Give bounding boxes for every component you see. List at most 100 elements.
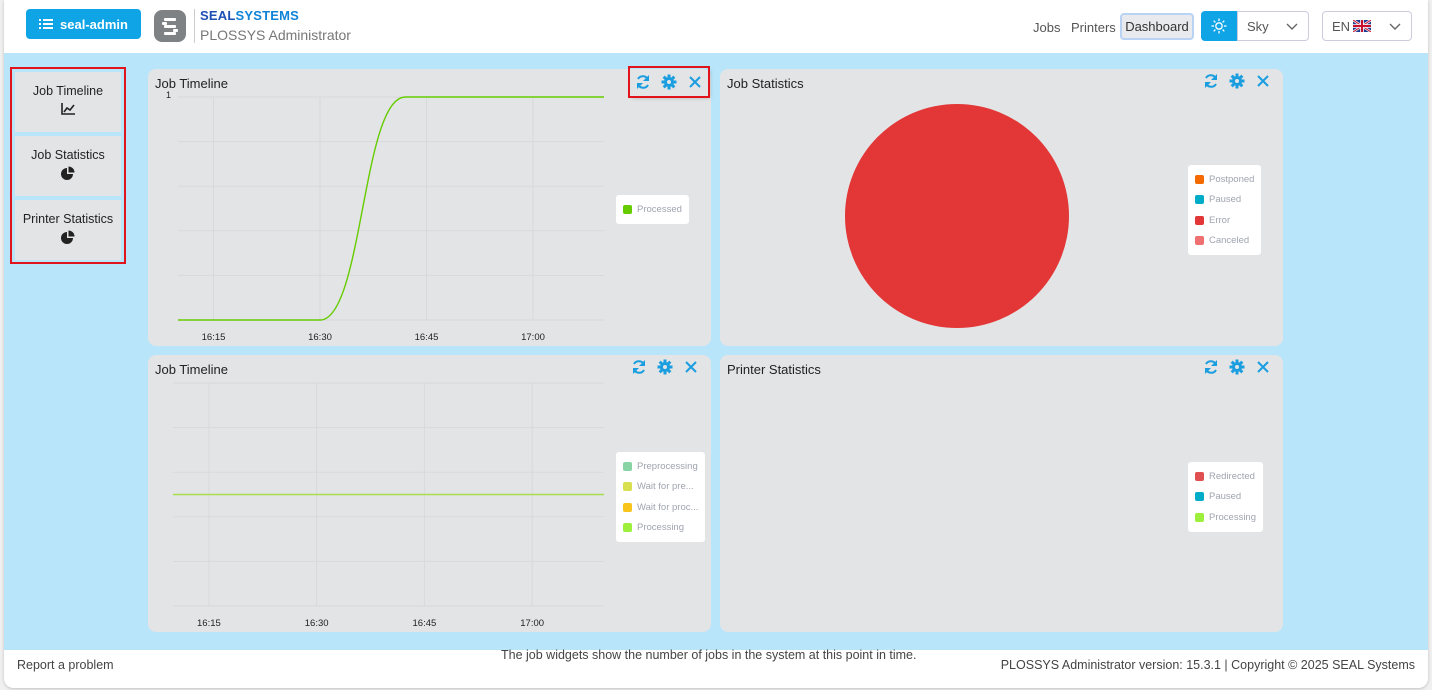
header: seal-admin SEALSYSTEMS PLOSSYS Administr… <box>4 0 1428 53</box>
legend-item[interactable]: Redirected <box>1195 466 1256 487</box>
widget-title: Job Timeline <box>155 76 228 91</box>
sidebar-item-label: Job Statistics <box>31 148 105 162</box>
pie-chart-icon <box>61 230 75 244</box>
legend-swatch <box>1195 492 1204 502</box>
legend-label: Canceled <box>1209 235 1250 247</box>
legend-item[interactable]: Canceled <box>1195 231 1254 252</box>
legend-item[interactable]: Paused <box>1195 487 1256 508</box>
sidebar-item-job-statistics[interactable]: Job Statistics <box>15 136 121 196</box>
x-tick-label: 16:45 <box>415 332 439 343</box>
widget-toolbar <box>628 66 710 98</box>
pie-chart-icon <box>61 166 75 180</box>
legend-label: Wait for proc... <box>637 501 699 513</box>
widget-toolbar <box>1203 73 1271 89</box>
seal-logo <box>154 10 186 42</box>
legend-swatch <box>1195 471 1204 481</box>
widget-printer-statistics[interactable]: Printer Statistics Redirected Paused Proce… <box>720 355 1283 632</box>
legend-item[interactable]: Processed <box>623 199 682 220</box>
line-chart-icon <box>61 103 75 115</box>
close-icon[interactable] <box>683 359 699 375</box>
refresh-icon[interactable] <box>635 74 651 90</box>
legend-label: Redirected <box>1209 470 1255 482</box>
x-tick-label: 17:00 <box>521 332 545 343</box>
legend-item[interactable]: Error <box>1195 210 1254 231</box>
sun-icon <box>1211 18 1227 34</box>
sidebar-item-job-timeline[interactable]: Job Timeline <box>15 72 121 132</box>
widget-job-statistics[interactable]: Job Statistics Postponed Paused Error Cance… <box>720 69 1283 346</box>
chart-legend: Processed <box>616 195 689 224</box>
refresh-icon[interactable] <box>1203 73 1219 89</box>
close-icon[interactable] <box>1255 73 1271 89</box>
language-value: EN <box>1332 18 1351 34</box>
nav-dashboard[interactable]: Dashboard <box>1120 13 1194 40</box>
theme-select[interactable]: Sky <box>1237 11 1309 41</box>
legend-item[interactable]: Paused <box>1195 190 1254 211</box>
widget-toolbar <box>631 359 699 375</box>
footer: Report a problem The job widgets show th… <box>4 648 1428 688</box>
pie-slice <box>845 104 1069 328</box>
chart: 16:15 16:30 16:45 17:00 1 <box>166 90 604 343</box>
product-name: PLOSSYS Administrator <box>200 27 351 43</box>
legend-swatch <box>1195 215 1204 225</box>
legend-item[interactable]: Processing <box>1195 507 1256 528</box>
legend-item[interactable]: Postponed <box>1195 169 1254 190</box>
legend-swatch <box>623 204 632 214</box>
legend-swatch <box>623 461 632 471</box>
chevron-down-icon <box>1389 23 1401 30</box>
legend-label: Processing <box>1209 511 1256 523</box>
gear-icon[interactable] <box>1229 359 1245 375</box>
legend-item[interactable]: Preprocessing <box>623 456 698 477</box>
widget-palette: Job Timeline Job Statistics Printer Stat… <box>10 67 126 264</box>
chart: 16:15 16:30 16:45 17:00 <box>173 382 604 629</box>
chevron-down-icon <box>1286 23 1298 30</box>
y-tick-label: 1 <box>166 90 171 100</box>
gear-icon[interactable] <box>661 74 677 90</box>
legend-swatch <box>1195 174 1204 184</box>
legend-swatch <box>1195 512 1204 522</box>
user-menu-button[interactable]: seal-admin <box>26 9 141 39</box>
menu-list-icon <box>39 19 54 29</box>
close-icon[interactable] <box>687 74 703 90</box>
legend-label: Preprocessing <box>637 460 698 472</box>
footer-note: The job widgets show the number of jobs … <box>501 648 917 662</box>
language-select[interactable]: EN <box>1322 11 1412 41</box>
brand-name: SEALSYSTEMS <box>200 8 300 23</box>
x-tick-label: 17:00 <box>520 618 544 629</box>
close-icon[interactable] <box>1255 359 1271 375</box>
legend-item[interactable]: Wait for proc... <box>623 497 698 518</box>
legend-label: Processed <box>637 203 682 215</box>
sidebar-item-label: Job Timeline <box>32 84 104 98</box>
legend-swatch <box>1195 195 1204 205</box>
widget-job-timeline[interactable]: 16:15 16:30 16:45 17:00 1 Job Timeline Proces… <box>148 66 711 346</box>
gear-icon[interactable] <box>1229 73 1245 89</box>
sidebar-item-label: Printer Statistics <box>22 212 114 226</box>
legend-item[interactable]: Processing <box>623 518 698 539</box>
sidebar-item-printer-statistics[interactable]: Printer Statistics <box>15 200 121 260</box>
legend-swatch <box>623 502 632 512</box>
dashboard-area: Job Timeline Job Statistics Printer Stat… <box>4 53 1428 650</box>
legend-label: Paused <box>1209 194 1242 206</box>
x-tick-label: 16:15 <box>197 618 221 629</box>
series-line <box>178 96 604 321</box>
legend-item[interactable]: Wait for pre... <box>623 477 698 498</box>
widget-toolbar <box>1203 359 1271 375</box>
nav-jobs[interactable]: Jobs <box>1033 19 1061 35</box>
x-tick-label: 16:30 <box>305 618 329 629</box>
theme-value: Sky <box>1247 18 1269 34</box>
widget-title: Job Timeline <box>155 362 228 377</box>
legend-swatch <box>623 523 632 533</box>
chart-legend: Postponed Paused Error Canceled <box>1188 165 1262 255</box>
widget-title: Printer Statistics <box>727 362 821 377</box>
report-problem-link[interactable]: Report a problem <box>17 658 114 672</box>
legend-label: Postponed <box>1209 173 1255 185</box>
legend-label: Processing <box>637 522 684 534</box>
refresh-icon[interactable] <box>631 359 647 375</box>
refresh-icon[interactable] <box>1203 359 1219 375</box>
legend-label: Paused <box>1209 491 1242 503</box>
nav-printers[interactable]: Printers <box>1071 19 1116 35</box>
widget-job-timeline[interactable]: 16:15 16:30 16:45 17:00 Job Timeline Preproc… <box>148 355 711 632</box>
user-name: seal-admin <box>60 16 128 32</box>
theme-toggle-button[interactable] <box>1201 11 1237 41</box>
legend-label: Wait for pre... <box>637 481 694 493</box>
gear-icon[interactable] <box>657 359 673 375</box>
